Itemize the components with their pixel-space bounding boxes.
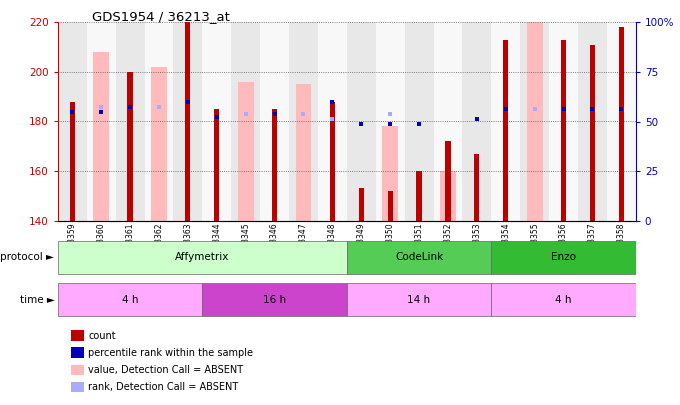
Bar xyxy=(440,171,456,221)
Bar xyxy=(462,22,492,221)
Bar xyxy=(520,22,549,221)
Bar xyxy=(590,45,595,221)
Text: time ►: time ► xyxy=(20,295,54,305)
Bar xyxy=(445,141,451,221)
Bar xyxy=(330,102,335,221)
Bar xyxy=(527,22,543,221)
Bar xyxy=(561,40,566,221)
Bar xyxy=(376,22,405,221)
Bar xyxy=(238,82,254,221)
Bar xyxy=(203,22,231,221)
Text: Affymetrix: Affymetrix xyxy=(175,252,229,262)
Bar xyxy=(607,22,636,221)
Bar xyxy=(492,22,520,221)
Bar xyxy=(87,22,116,221)
Text: 16 h: 16 h xyxy=(263,295,286,305)
Bar xyxy=(619,27,624,221)
Bar xyxy=(203,284,347,316)
Bar xyxy=(58,22,87,221)
Bar xyxy=(58,284,203,316)
Text: value, Detection Call = ABSENT: value, Detection Call = ABSENT xyxy=(88,365,243,375)
Bar xyxy=(503,40,509,221)
Bar xyxy=(416,171,422,221)
Bar xyxy=(358,188,364,221)
Bar xyxy=(69,102,75,221)
Bar xyxy=(260,22,289,221)
Bar xyxy=(347,22,376,221)
Bar xyxy=(474,154,479,221)
Text: rank, Detection Call = ABSENT: rank, Detection Call = ABSENT xyxy=(88,382,239,392)
Text: count: count xyxy=(88,331,116,341)
Bar xyxy=(434,22,462,221)
Text: percentile rank within the sample: percentile rank within the sample xyxy=(88,348,254,358)
Text: 4 h: 4 h xyxy=(122,295,138,305)
Bar xyxy=(296,84,311,221)
Bar xyxy=(144,22,173,221)
Bar xyxy=(578,22,607,221)
Bar xyxy=(289,22,318,221)
Bar xyxy=(492,284,636,316)
Bar xyxy=(382,126,398,221)
Bar xyxy=(231,22,260,221)
Bar xyxy=(272,109,277,221)
Text: protocol ►: protocol ► xyxy=(1,252,54,262)
Text: Enzo: Enzo xyxy=(551,252,576,262)
Bar xyxy=(173,22,203,221)
Bar xyxy=(405,22,434,221)
Text: GDS1954 / 36213_at: GDS1954 / 36213_at xyxy=(92,10,230,23)
Bar xyxy=(549,22,578,221)
Bar xyxy=(347,241,492,274)
Text: 4 h: 4 h xyxy=(556,295,572,305)
Bar xyxy=(58,241,347,274)
Bar xyxy=(127,72,133,221)
Bar xyxy=(318,22,347,221)
Bar xyxy=(214,109,220,221)
Text: 14 h: 14 h xyxy=(407,295,430,305)
Bar xyxy=(116,22,144,221)
Bar xyxy=(185,22,190,221)
Bar xyxy=(347,284,492,316)
Text: CodeLink: CodeLink xyxy=(395,252,443,262)
Bar xyxy=(93,52,109,221)
Bar xyxy=(151,67,167,221)
Bar xyxy=(388,191,393,221)
Bar xyxy=(492,241,636,274)
